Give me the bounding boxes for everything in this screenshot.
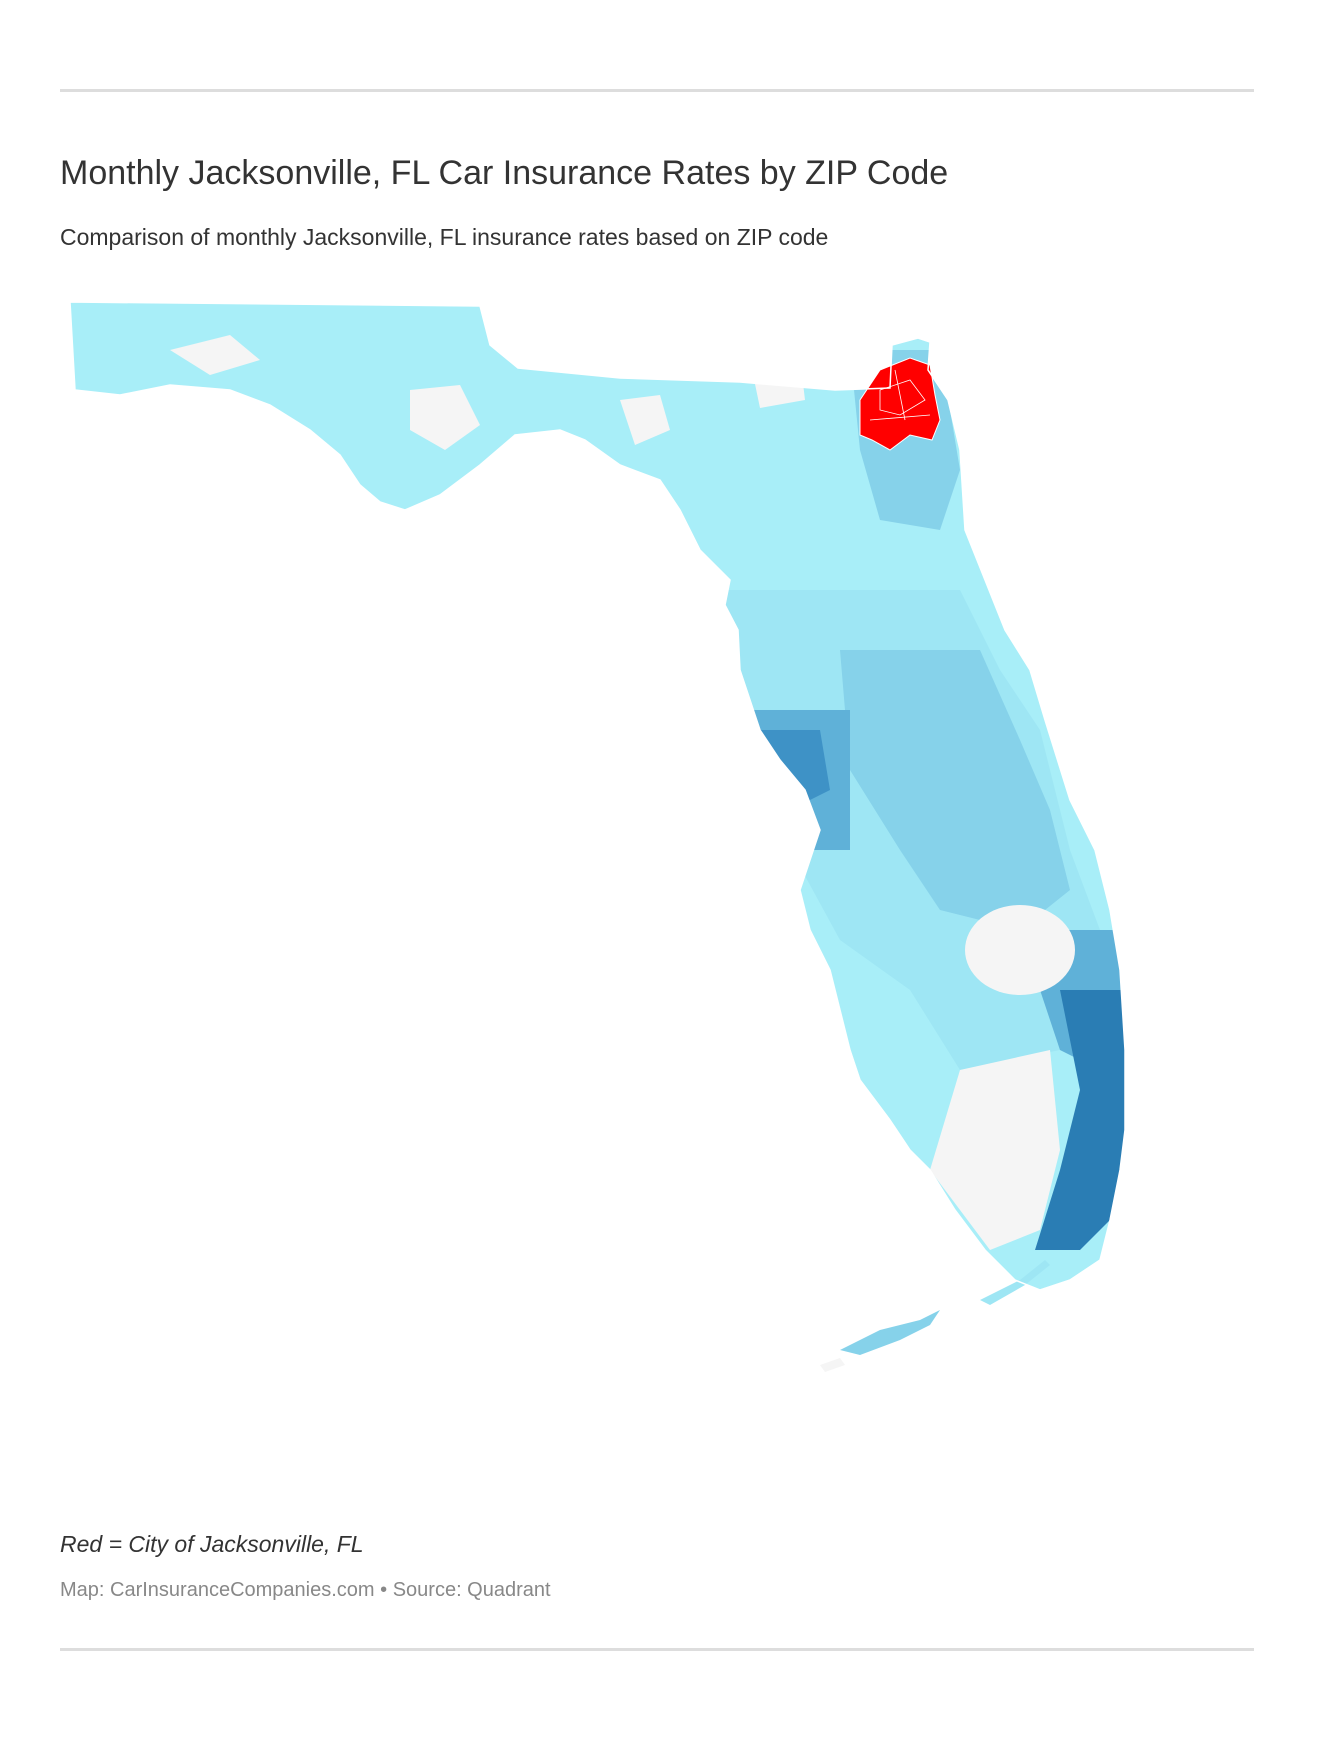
tier-region-southeast (1035, 990, 1125, 1250)
bottom-divider (60, 1648, 1254, 1651)
chart-title: Monthly Jacksonville, FL Car Insurance R… (60, 154, 949, 192)
rate-tiers (170, 335, 1125, 1250)
map-credit: Map: CarInsuranceCompanies.com • Source:… (60, 1579, 551, 1601)
no-data-lake-okeechobee (965, 905, 1075, 995)
tier-region-central (840, 650, 1070, 930)
jacksonville-zip-borders (869, 369, 931, 421)
map-svg (69, 301, 1126, 1372)
legend-note: Red = City of Jacksonville, FL (60, 1531, 364, 1557)
florida-zip-map[interactable] (60, 290, 1254, 1500)
top-divider (60, 89, 1254, 92)
no-data-panhandle-2 (410, 385, 480, 450)
chart-subtitle: Comparison of monthly Jacksonville, FL i… (60, 224, 829, 250)
no-data-panhandle-3 (620, 395, 670, 445)
florida-keys-east (980, 1260, 1050, 1305)
no-data-keys (820, 1358, 845, 1372)
no-data-panhandle-1 (170, 335, 260, 375)
no-data-everglades (930, 1050, 1060, 1250)
florida-keys (840, 1310, 940, 1355)
jacksonville-highlight-region[interactable] (859, 357, 941, 451)
